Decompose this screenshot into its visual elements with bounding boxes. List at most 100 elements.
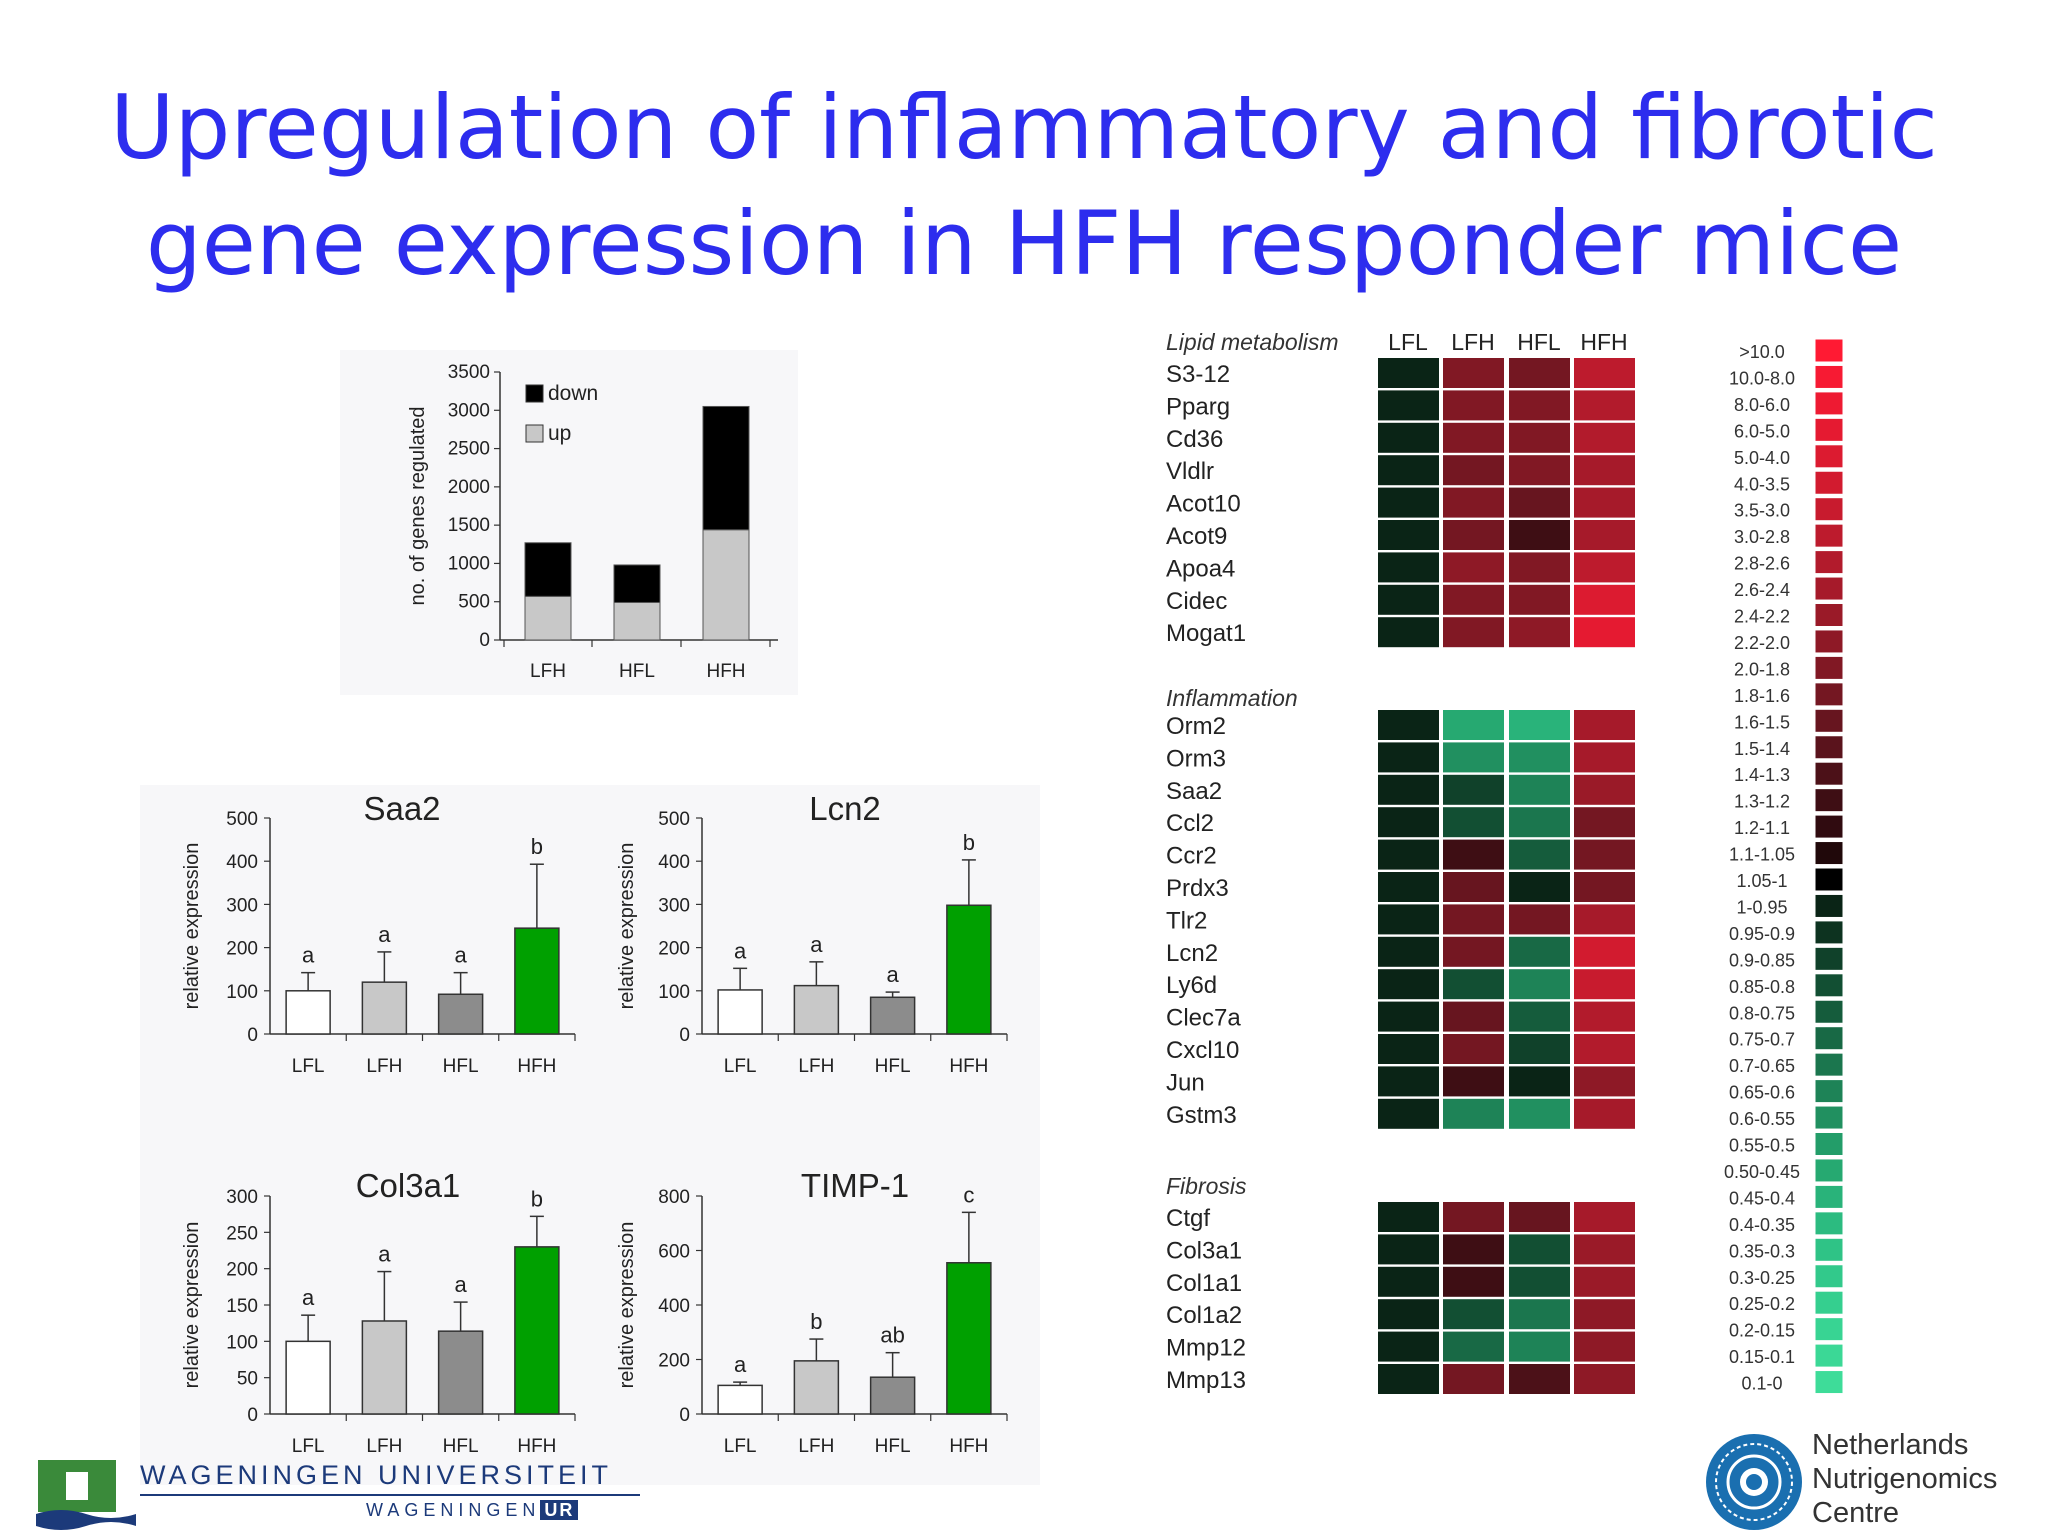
heatmap-cell-Acot9-HFH <box>1574 520 1635 550</box>
heatmap-gene-label: Orm3 <box>1166 745 1226 772</box>
significance-label: a <box>810 932 823 957</box>
bar-chart-y-tick-label: 300 <box>226 895 258 916</box>
heatmap-cell-Mmp13-HFL <box>1509 1364 1570 1394</box>
bar-TIMP-1-LFH <box>793 1360 840 1415</box>
significance-label: b <box>531 834 543 859</box>
legend-label-up: up <box>548 422 571 445</box>
heatmap-cell-Lcn2-LFH <box>1443 936 1504 967</box>
stacked-y-axis-label: no. of genes regulated <box>407 406 429 605</box>
bar-chart-x-tick-label: LFH <box>798 1436 834 1457</box>
bar-chart-x-tick-label: LFH <box>366 1056 402 1077</box>
heatmap-gene-label: Mmp12 <box>1166 1335 1246 1362</box>
scale-swatch <box>1814 1290 1844 1315</box>
heatmap-cell-Ctgf-HFH <box>1574 1202 1635 1232</box>
scale-swatch <box>1814 655 1844 680</box>
scale-label: 4.0-3.5 <box>1734 474 1790 494</box>
stacked-bar-up-LFH <box>524 595 572 641</box>
heatmap-cell-Cd36-HFH <box>1574 422 1635 453</box>
scale-label: 0.95-0.9 <box>1729 924 1795 944</box>
scale-label: 0.55-0.5 <box>1729 1136 1795 1156</box>
heatmap-cell-Saa2-LFL <box>1378 774 1439 805</box>
bar-chart-x-tick-label: HFL <box>443 1056 479 1077</box>
heatmap-gene-label: Orm2 <box>1166 713 1226 740</box>
heatmap-group-label: Fibrosis <box>1166 1173 1247 1199</box>
scale-swatch <box>1814 1264 1844 1289</box>
scale-label: 1.8-1.6 <box>1734 686 1790 706</box>
heatmap-cell-Ctgf-LFL <box>1378 1202 1439 1232</box>
bar-Saa2-LFL <box>285 990 331 1035</box>
heatmap-cell-Mmp13-LFL <box>1378 1364 1439 1394</box>
scale-swatch <box>1814 1132 1844 1156</box>
heatmap-cell-Acot9-LFL <box>1378 520 1439 550</box>
scale-label: 0.8-0.75 <box>1729 1003 1795 1023</box>
significance-label: a <box>455 943 468 968</box>
heatmap-column-header: HFL <box>1517 329 1561 355</box>
heatmap-cell-Orm3-LFH <box>1443 742 1504 773</box>
heatmap-cell-Mmp12-HFH <box>1574 1331 1635 1362</box>
bar-chart-y-tick-label: 200 <box>658 1351 690 1372</box>
nnc-line-1: Netherlands <box>1812 1429 1969 1461</box>
bar-Col3a1-HFH <box>514 1246 560 1415</box>
legend-swatch-up <box>525 424 544 443</box>
heatmap-gene-label: Ccl2 <box>1166 810 1214 837</box>
heatmap-cell-Tlr2-HFL <box>1509 904 1570 935</box>
heatmap-cell-Jun-HFH <box>1574 1066 1635 1097</box>
bar-chart-y-axis-label: relative expression <box>181 1222 203 1389</box>
heatmap-gene-label: Cxcl10 <box>1166 1037 1239 1064</box>
heatmap-column-header: LFH <box>1451 329 1494 355</box>
scale-label: 6.0-5.0 <box>1734 421 1790 441</box>
stacked-bar-up-HFH <box>702 529 750 641</box>
scale-label: 0.35-0.3 <box>1729 1241 1795 1261</box>
significance-label: a <box>734 1352 747 1377</box>
heatmap-cell-Cd36-LFH <box>1443 422 1504 453</box>
heatmap-cell-Ccl2-LFL <box>1378 807 1439 838</box>
scale-swatch <box>1814 1317 1844 1342</box>
nnc-logo: Netherlands Nutrigenomics Centre <box>1702 1424 2048 1536</box>
bar-chart-y-tick-label: 300 <box>226 1187 258 1208</box>
heatmap-cell-Acot10-HFH <box>1574 487 1635 518</box>
heatmap-cell-Saa2-HFL <box>1509 774 1570 805</box>
heatmap-cell-Cd36-LFL <box>1378 422 1439 453</box>
heatmap-cell-Tlr2-LFL <box>1378 904 1439 935</box>
heatmap-cell-Acot9-LFH <box>1443 520 1504 550</box>
scale-swatch <box>1814 417 1844 442</box>
heatmap-cell-Saa2-HFH <box>1574 774 1635 805</box>
stacked-y-tick-label: 2500 <box>448 439 490 460</box>
scale-swatch <box>1814 1184 1844 1209</box>
scale-swatch <box>1814 1052 1844 1077</box>
bar-Saa2-HFH <box>514 927 560 1035</box>
heatmap-cell-Clec7a-HFL <box>1509 1001 1570 1032</box>
heatmap-cell-Ly6d-LFH <box>1443 969 1504 1000</box>
heatmap-cell-Col1a1-HFH <box>1574 1266 1635 1297</box>
stacked-x-tick-label: HFL <box>619 661 655 682</box>
heatmap-cell-Orm2-HFL <box>1509 710 1570 740</box>
heatmap-cell-Ccr2-LFH <box>1443 839 1504 870</box>
legend-swatch-down <box>525 384 544 403</box>
heatmap-cell-Lcn2-HFH <box>1574 936 1635 967</box>
stacked-bar-down-HFL <box>613 564 661 603</box>
heatmap-gene-label: Col1a1 <box>1166 1270 1242 1297</box>
heatmap-cell-S3-12-LFH <box>1443 358 1504 388</box>
heatmap-cell-Col3a1-LFL <box>1378 1234 1439 1265</box>
heatmap-cell-Mmp13-HFH <box>1574 1364 1635 1394</box>
bar-chart-y-tick-label: 200 <box>226 939 258 960</box>
bar-chart-title: Lcn2 <box>809 790 881 827</box>
heatmap-cell-Orm2-LFL <box>1378 710 1439 740</box>
scale-swatch <box>1814 1158 1844 1183</box>
heatmap-cell-Cidec-HFL <box>1509 584 1570 615</box>
heatmap-gene-label: S3-12 <box>1166 361 1230 388</box>
stacked-x-tick-label: LFH <box>530 661 566 682</box>
heatmap-cell-Jun-HFL <box>1509 1066 1570 1097</box>
heatmap-cell-Mmp12-HFL <box>1509 1331 1570 1362</box>
heatmap-cell-Orm2-LFH <box>1443 710 1504 740</box>
significance-label: ab <box>880 1323 904 1348</box>
bar-chart-y-tick-label: 0 <box>247 1405 258 1426</box>
heatmap-cell-Orm2-HFH <box>1574 710 1635 740</box>
heatmap-cell-Col3a1-LFH <box>1443 1234 1504 1265</box>
heatmap-cell-Tlr2-HFH <box>1574 904 1635 935</box>
significance-label: a <box>378 1242 391 1267</box>
bar-chart-y-tick-label: 100 <box>226 982 258 1003</box>
bar-chart-x-tick-label: LFL <box>724 1056 757 1077</box>
heatmap-gene-label: Tlr2 <box>1166 907 1207 934</box>
